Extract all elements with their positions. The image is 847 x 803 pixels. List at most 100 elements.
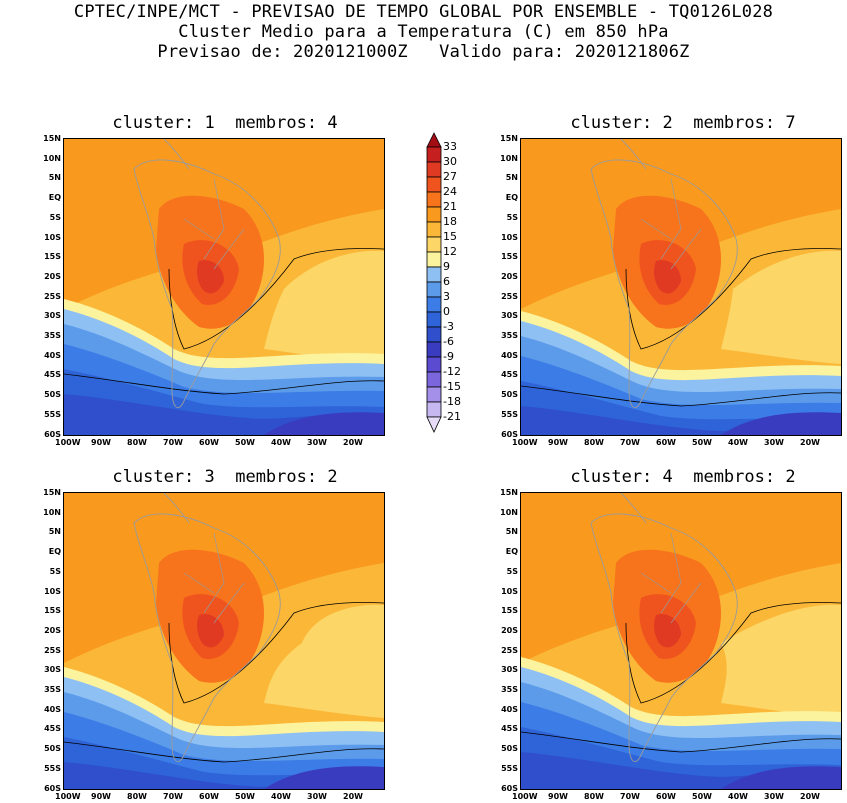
lon-tick: 70W [163, 792, 183, 801]
colorbar-swatch [426, 341, 442, 358]
lat-tick: 15N [500, 134, 518, 143]
lon-tick: 50W [692, 438, 712, 447]
panel-1-title: cluster: 1 membros: 4 [112, 113, 338, 133]
lat-tick: 30S [44, 665, 61, 675]
lon-tick: 50W [692, 792, 712, 801]
lat-tick: 45S [44, 370, 61, 380]
lon-tick: 70W [163, 438, 183, 447]
colorbar-swatch [426, 326, 442, 343]
lat-tick: 10S [44, 586, 61, 596]
colorbar-swatch [426, 251, 442, 268]
colorbar-label: 24 [443, 185, 457, 198]
lat-tick: EQ [505, 193, 518, 203]
colorbar-top-arrow [426, 132, 442, 148]
lat-tick: 40S [501, 350, 518, 360]
lat-tick: 10N [500, 153, 518, 163]
colorbar-label: 6 [443, 275, 450, 288]
lat-tick: 50S [44, 390, 61, 400]
colorbar-label: 9 [443, 260, 450, 273]
colorbar-label: -6 [443, 335, 454, 348]
colorbar-swatch [426, 161, 442, 178]
lat-tick: 50S [501, 390, 518, 400]
colorbar-label: -9 [443, 350, 454, 363]
colorbar-swatch [426, 401, 442, 418]
lat-tick: 35S [501, 331, 518, 340]
colorbar-swatch [426, 176, 442, 193]
colorbar-label: 27 [443, 170, 457, 183]
lat-tick: 60S [501, 783, 518, 793]
lat-tick: 60S [44, 429, 61, 439]
lat-tick: 40S [44, 350, 61, 360]
lat-tick: 5S [506, 566, 518, 576]
lat-tick: 45S [501, 724, 518, 734]
lat-tick: 15N [500, 488, 518, 497]
lat-tick: 55S [501, 409, 518, 419]
colorbar-label: -12 [443, 365, 461, 378]
lon-tick: 30W [307, 438, 327, 447]
lon-tick: 40W [728, 792, 748, 801]
lat-tick: 5N [48, 527, 61, 537]
colorbar-swatch [426, 371, 442, 388]
colorbar-label: 12 [443, 245, 457, 258]
lon-tick: 90W [91, 792, 111, 801]
lat-tick: 35S [44, 685, 61, 694]
lat-tick: 10N [43, 153, 61, 163]
lat-tick: 10N [43, 507, 61, 517]
lat-tick: 20S [501, 271, 518, 281]
colorbar-bottom-arrow [426, 416, 442, 433]
lat-tick: 25S [44, 645, 61, 655]
lat-tick: 30S [501, 311, 518, 321]
lat-tick: 50S [44, 744, 61, 754]
map-panel-4 [520, 492, 842, 790]
lat-tick: 40S [501, 704, 518, 714]
lat-tick: 20S [501, 625, 518, 635]
lon-tick: 20W [343, 438, 363, 447]
lat-tick: 15S [501, 606, 518, 616]
lat-tick: EQ [48, 193, 61, 203]
colorbar-swatch [426, 311, 442, 328]
lat-tick: 15N [43, 488, 61, 497]
lon-tick: 30W [764, 792, 784, 801]
lat-tick: 5N [505, 173, 518, 183]
colorbar-swatch [426, 356, 442, 373]
lon-tick: 90W [548, 792, 568, 801]
colorbar [426, 132, 442, 433]
lat-tick: 15S [501, 252, 518, 262]
lon-tick: 60W [656, 792, 676, 801]
lat-tick: 25S [501, 645, 518, 655]
lon-tick: 90W [548, 438, 568, 447]
lon-tick: 70W [620, 792, 640, 801]
lon-tick: 50W [235, 792, 255, 801]
lat-tick: 15S [44, 252, 61, 262]
lon-tick: 80W [584, 438, 604, 447]
colorbar-swatch [426, 206, 442, 223]
colorbar-label: 21 [443, 200, 457, 213]
lat-tick: 15N [43, 134, 61, 143]
colorbar-label: -15 [443, 380, 461, 393]
lat-tick: 10S [501, 232, 518, 242]
header-line-1: CPTEC/INPE/MCT - PREVISAO DE TEMPO GLOBA… [73, 2, 774, 22]
lon-tick: 30W [307, 792, 327, 801]
lon-tick: 60W [656, 438, 676, 447]
colorbar-swatch [426, 236, 442, 253]
colorbar-label: -3 [443, 320, 454, 333]
lat-tick: 60S [501, 429, 518, 439]
lon-tick: 30W [764, 438, 784, 447]
lat-tick: 45S [44, 724, 61, 734]
lon-tick: 40W [728, 438, 748, 447]
lat-tick: 5N [48, 173, 61, 183]
lat-tick: 30S [501, 665, 518, 675]
lon-tick: 20W [343, 792, 363, 801]
lat-tick: 25S [44, 291, 61, 301]
lat-tick: 55S [501, 763, 518, 773]
colorbar-swatch [426, 146, 442, 163]
lat-tick: 5S [49, 566, 61, 576]
lat-tick: 40S [44, 704, 61, 714]
lon-tick: 20W [800, 792, 820, 801]
panel-4-title: cluster: 4 membros: 2 [570, 467, 796, 487]
lon-tick: 90W [91, 438, 111, 447]
lon-tick: 100W [512, 438, 538, 447]
panel-2-title: cluster: 2 membros: 7 [570, 113, 796, 133]
panel-3-title: cluster: 3 membros: 2 [112, 467, 338, 487]
lat-tick: 50S [501, 744, 518, 754]
